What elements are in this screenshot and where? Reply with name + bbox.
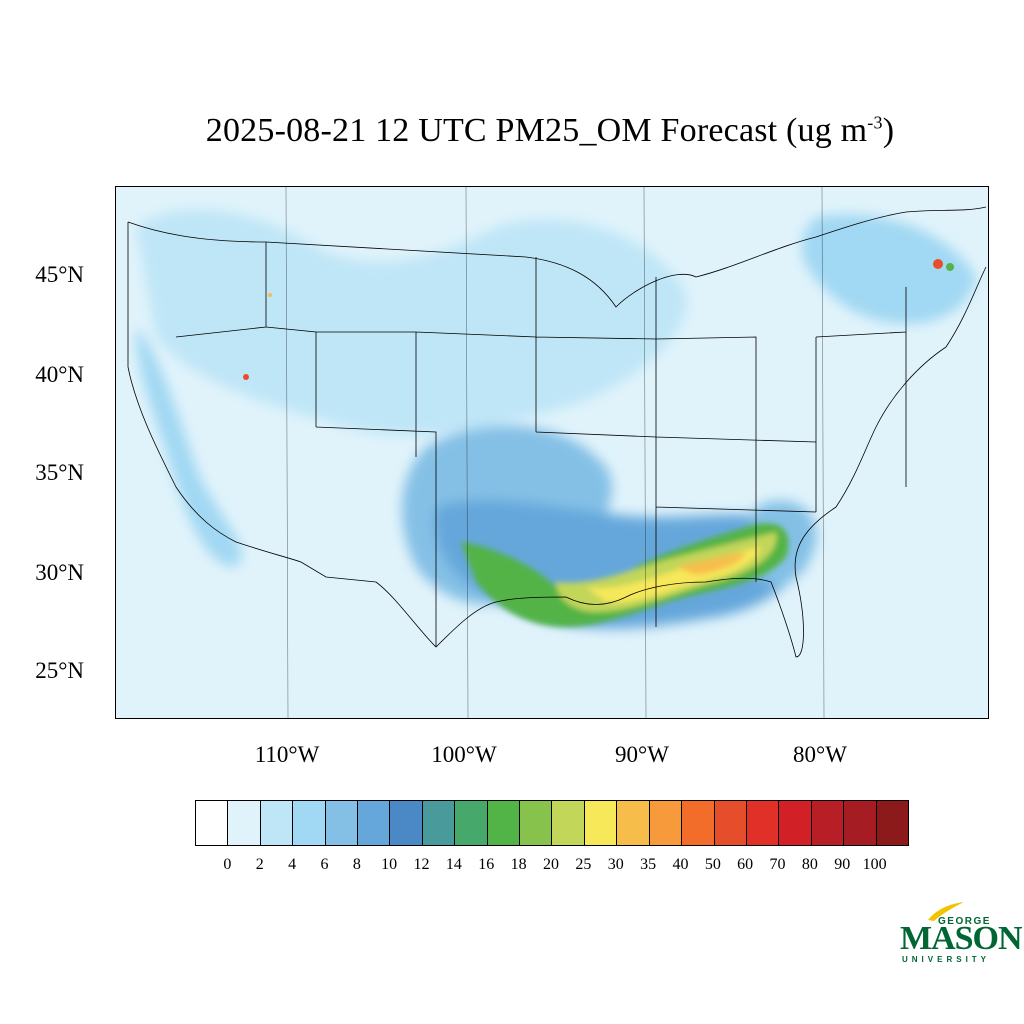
lat-label-35: 35°N — [35, 460, 84, 485]
swoosh-icon — [928, 902, 964, 921]
legend-swatch — [714, 801, 747, 845]
legend-swatch — [779, 801, 812, 845]
legend-label: 90 — [834, 856, 851, 873]
logo-george: GEORGE — [938, 916, 991, 927]
forecast-map — [115, 186, 989, 719]
legend-swatch — [390, 801, 423, 845]
legend-swatch — [811, 801, 845, 845]
legend-swatch — [358, 801, 391, 845]
legend-swatch — [682, 801, 715, 845]
legend-label: 40 — [672, 856, 689, 873]
legend-label: 50 — [704, 856, 721, 873]
lat-label-45: 45°N — [35, 262, 84, 287]
legend-swatch — [746, 801, 780, 845]
legend-swatch — [196, 801, 229, 845]
legend-label: 60 — [737, 856, 754, 873]
legend-label: 70 — [769, 856, 786, 873]
legend-label: 0 — [223, 856, 232, 873]
legend-swatch — [844, 801, 877, 845]
state-boundaries — [127, 206, 987, 658]
legend-swatch — [617, 801, 650, 845]
legend-label: 2 — [255, 856, 264, 873]
legend-label: 6 — [320, 856, 329, 873]
legend-label: 12 — [413, 856, 430, 873]
legend-label: 14 — [445, 856, 462, 873]
legend-label: 18 — [510, 856, 527, 873]
high-concentration-band — [461, 523, 789, 627]
map-title: 2025-08-21 12 UTC PM25_OM Forecast (ug m… — [205, 112, 895, 149]
legend-label: 80 — [801, 856, 818, 873]
lat-label-40: 40°N — [35, 362, 84, 387]
legend-label: 4 — [288, 856, 297, 873]
color-legend — [195, 800, 909, 846]
legend-swatch — [422, 801, 456, 845]
legend-swatch — [455, 801, 488, 845]
lat-label-30: 30°N — [35, 560, 84, 585]
legend-label: 10 — [381, 856, 398, 873]
logo-mason: MASON — [900, 920, 1023, 957]
legend-swatch — [228, 801, 261, 845]
legend-swatch — [649, 801, 683, 845]
lon-label-110w: 110°W — [254, 742, 320, 767]
legend-swatch — [293, 801, 326, 845]
legend-label: 100 — [862, 856, 887, 873]
legend-label: 20 — [543, 856, 559, 873]
grid-lines — [285, 187, 825, 718]
gmu-logo: GEORGE MASON UNIVERSITY — [898, 898, 1023, 968]
legend-swatch — [876, 801, 908, 845]
legend-swatch — [325, 801, 359, 845]
lat-label-25: 25°N — [35, 658, 84, 683]
lon-label-80w: 80°W — [793, 742, 847, 767]
legend-label: 35 — [640, 856, 657, 873]
legend-label: 8 — [352, 856, 361, 873]
legend-label: 30 — [607, 856, 624, 873]
logo-university: UNIVERSITY — [902, 955, 991, 964]
lon-label-90w: 90°W — [615, 742, 669, 767]
legend-swatch — [584, 801, 618, 845]
legend-label: 16 — [478, 856, 495, 873]
legend-swatch — [260, 801, 294, 845]
legend-label: 25 — [575, 856, 592, 873]
legend-swatch — [520, 801, 553, 845]
legend-swatch — [552, 801, 585, 845]
legend-swatch — [487, 801, 521, 845]
concentration-shading — [136, 209, 976, 629]
lon-label-100w: 100°W — [431, 742, 497, 767]
